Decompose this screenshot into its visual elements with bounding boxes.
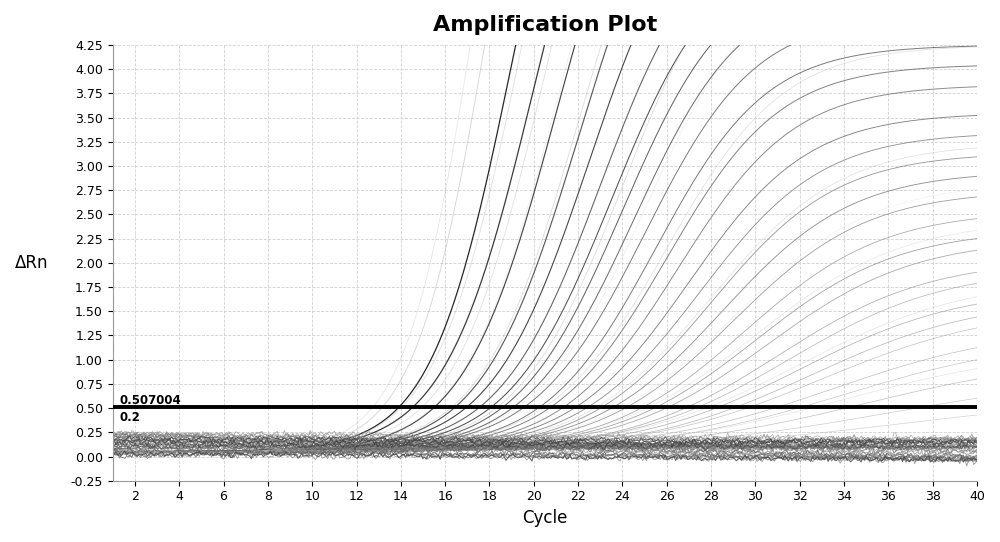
Text: 0.2: 0.2	[119, 411, 140, 424]
Title: Amplification Plot: Amplification Plot	[433, 15, 657, 35]
Text: 0.507004: 0.507004	[119, 393, 181, 406]
X-axis label: Cycle: Cycle	[522, 509, 568, 527]
Y-axis label: ΔRn: ΔRn	[15, 254, 48, 272]
